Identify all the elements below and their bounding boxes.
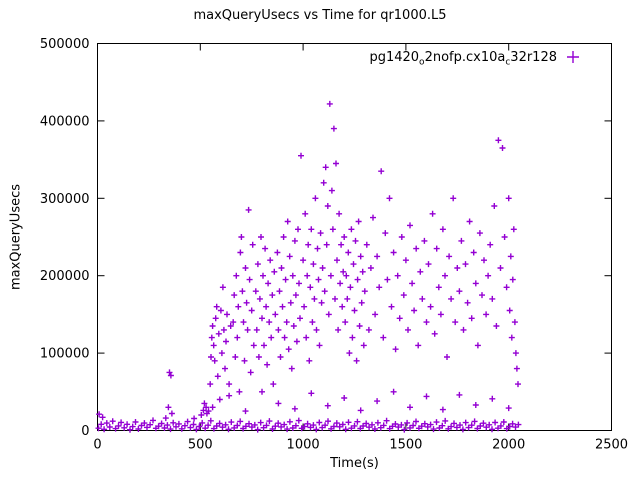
x-tick-label: 2500 xyxy=(595,438,628,453)
y-tick-label: 200000 xyxy=(40,269,90,284)
chart-title: maxQueryUsecs vs Time for qr1000.L5 xyxy=(193,8,447,23)
x-tick-label: 500 xyxy=(188,438,213,453)
x-tick-label: 1000 xyxy=(287,438,320,453)
y-tick-label: 400000 xyxy=(40,114,90,129)
x-axis-label: Time(s) xyxy=(330,456,379,471)
y-tick-label: 300000 xyxy=(40,192,90,207)
legend-label: pg1420o2nofp.cx10ac32r128 xyxy=(369,50,557,68)
x-tick-label: 0 xyxy=(93,438,101,453)
legend: pg1420o2nofp.cx10ac32r128 xyxy=(369,50,557,68)
scatter-points xyxy=(95,100,522,433)
y-tick-label: 500000 xyxy=(40,37,90,52)
plot-border xyxy=(97,43,612,431)
y-tick-label: 0 xyxy=(81,424,89,439)
x-tick-label: 1500 xyxy=(389,438,422,453)
x-tick-label: 2000 xyxy=(492,438,525,453)
legend-marker xyxy=(567,51,579,63)
y-tick-label: 100000 xyxy=(40,347,90,362)
